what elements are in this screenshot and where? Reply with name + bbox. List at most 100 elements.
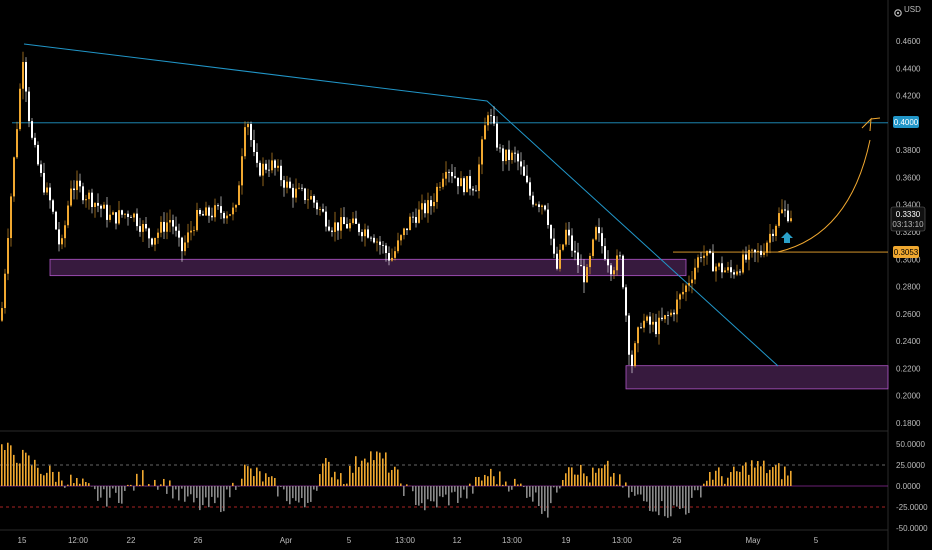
candle-body xyxy=(781,209,783,214)
candle-body xyxy=(496,123,498,148)
candle-body xyxy=(595,227,597,240)
osc-bar xyxy=(691,486,693,498)
candle-body xyxy=(475,190,477,192)
candle-body xyxy=(286,181,288,188)
price-tick: 0.4400 xyxy=(896,64,921,73)
price-tick: 0.2200 xyxy=(896,364,921,373)
drawing-lines[interactable] xyxy=(12,43,888,367)
osc-bar xyxy=(376,451,378,486)
osc-bar xyxy=(337,479,339,486)
candle-body xyxy=(487,115,489,126)
osc-bar xyxy=(343,484,345,486)
candle-body xyxy=(142,223,144,232)
candle-body xyxy=(127,213,129,217)
candle-body xyxy=(514,152,516,154)
osc-bar xyxy=(556,486,558,493)
time-tick: 13:00 xyxy=(502,536,523,545)
time-tick: 13:00 xyxy=(395,536,416,545)
osc-bar xyxy=(508,486,510,492)
osc-bar xyxy=(397,469,399,486)
price-tick: 0.3800 xyxy=(896,146,921,155)
osc-bar xyxy=(214,486,216,504)
time-tick: 19 xyxy=(562,536,571,545)
osc-bar xyxy=(643,486,645,502)
osc-bar xyxy=(76,478,78,486)
candle-body xyxy=(745,254,747,260)
candle-body xyxy=(193,230,195,232)
osc-bar xyxy=(415,486,417,505)
candle-body xyxy=(733,272,735,275)
support-zones[interactable] xyxy=(49,258,889,390)
candle-body xyxy=(238,185,240,205)
candle-body xyxy=(454,176,456,178)
candle-body xyxy=(13,157,15,197)
osc-bar xyxy=(346,483,348,486)
osc-bar xyxy=(472,486,474,494)
osc-bar xyxy=(352,472,354,486)
osc-bar xyxy=(562,480,564,486)
candle-body xyxy=(112,212,114,215)
level-badge-04: 0.4000 xyxy=(893,116,919,128)
candle-body xyxy=(79,180,81,187)
candle-body xyxy=(121,210,123,215)
candle-body xyxy=(532,195,534,205)
osc-bar xyxy=(496,484,498,486)
osc-bar xyxy=(124,486,126,491)
osc-bar xyxy=(673,486,675,506)
candle-body xyxy=(688,283,690,286)
osc-bar xyxy=(244,464,246,486)
support-zone-upper xyxy=(49,258,687,277)
candle-body xyxy=(661,317,663,320)
osc-bar xyxy=(16,462,18,486)
candle-body xyxy=(301,187,303,189)
candle-body xyxy=(724,270,726,273)
candle-body xyxy=(241,156,243,186)
candle-body xyxy=(727,267,729,271)
currency-label[interactable]: USD xyxy=(904,5,921,14)
osc-bar xyxy=(46,472,48,486)
candle-body xyxy=(469,176,471,189)
osc-bar xyxy=(37,467,39,486)
osc-bar xyxy=(634,486,636,496)
candle-body xyxy=(43,172,45,193)
candle-body xyxy=(538,204,540,207)
osc-bar xyxy=(499,471,501,486)
osc-bar xyxy=(385,452,387,486)
candle-body xyxy=(787,210,789,222)
oscillator-histogram xyxy=(1,442,792,518)
price-tick: 0.3400 xyxy=(896,201,921,210)
candle-body xyxy=(22,62,24,89)
candle-body xyxy=(184,242,186,252)
osc-bar xyxy=(589,482,591,486)
candle-body xyxy=(442,178,444,187)
candle-body xyxy=(190,230,192,233)
osc-bar xyxy=(379,452,381,486)
osc-bar xyxy=(670,486,672,517)
candle-body xyxy=(490,115,492,117)
osc-bar xyxy=(202,486,204,506)
osc-bar xyxy=(655,486,657,512)
candle-body xyxy=(505,149,507,162)
candle-body xyxy=(256,151,258,163)
osc-bar xyxy=(175,486,177,490)
time-tick: 26 xyxy=(673,536,682,545)
osc-bar xyxy=(262,481,264,486)
price-tick: 0.3600 xyxy=(896,173,921,182)
candle-body xyxy=(253,140,255,152)
osc-bar xyxy=(10,445,12,486)
settings-icon[interactable] xyxy=(893,5,903,17)
candle-body xyxy=(550,224,552,239)
countdown-text: 03:13:10 xyxy=(892,220,924,229)
osc-bar xyxy=(232,482,234,486)
osc-bar xyxy=(4,450,6,486)
candle-body xyxy=(169,220,171,223)
osc-bar xyxy=(268,477,270,486)
osc-bar xyxy=(403,486,405,496)
candle-body xyxy=(739,271,741,273)
candle-body xyxy=(271,160,273,171)
osc-bar xyxy=(94,486,96,490)
candle-body xyxy=(148,228,150,239)
osc-bar xyxy=(112,486,114,489)
osc-bar xyxy=(616,484,618,486)
